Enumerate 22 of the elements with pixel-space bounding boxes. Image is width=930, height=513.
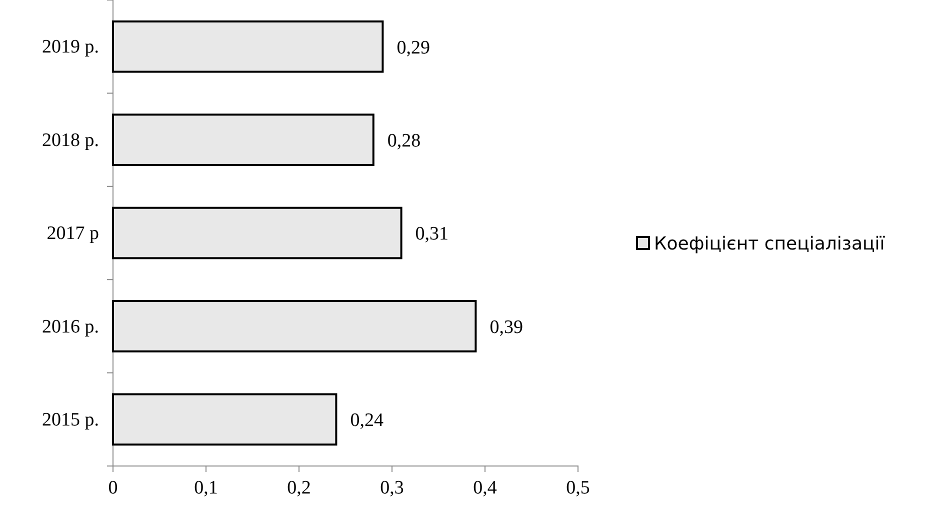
- bar: [112, 206, 402, 260]
- x-tick-label: 0,5: [566, 477, 590, 498]
- x-tick-label: 0,3: [380, 477, 404, 498]
- data-label: 0,29: [396, 37, 430, 58]
- legend-label: Коефіцієнт спеціалізації: [654, 233, 886, 254]
- data-label: 0,24: [350, 410, 384, 432]
- y-tick-label: 2017 р: [46, 223, 99, 244]
- x-tick-label: 0,1: [194, 477, 218, 498]
- y-tick-label: 2016 р.: [42, 316, 99, 338]
- data-label: 0,39: [490, 316, 523, 338]
- bar: [112, 20, 384, 73]
- x-tick-label: 0,4: [473, 477, 498, 498]
- data-label: 0,31: [415, 224, 449, 245]
- data-label: 0,28: [387, 130, 421, 152]
- y-tick-label: 2015 р.: [42, 409, 99, 430]
- bar: [112, 393, 338, 446]
- x-tick-label: 0: [108, 477, 118, 498]
- y-tick-label: 2019 р.: [42, 36, 99, 58]
- bar: [112, 114, 374, 166]
- y-tick-label: 2018 р.: [42, 130, 99, 151]
- x-tick-label: 0,2: [287, 477, 311, 498]
- bar: [112, 300, 477, 352]
